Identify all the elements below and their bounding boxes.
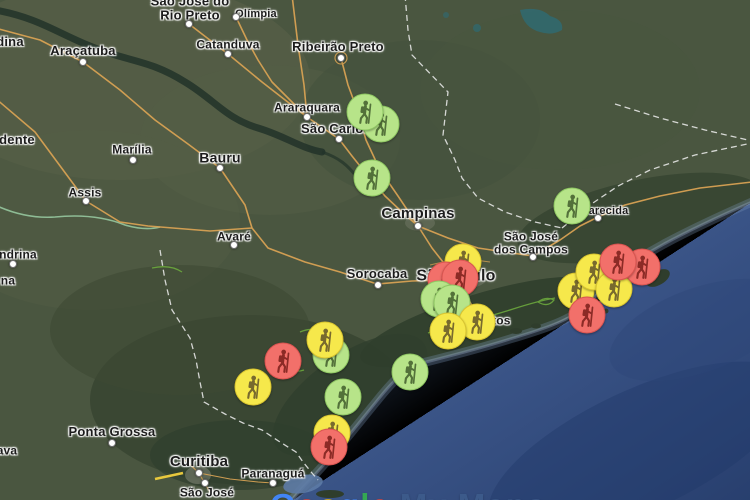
trail-marker-green[interactable]	[353, 159, 391, 197]
hiker-icon	[312, 327, 339, 354]
trail-marker-green[interactable]	[553, 187, 591, 225]
trail-marker-green[interactable]	[324, 378, 362, 416]
trail-marker-red[interactable]	[568, 296, 606, 334]
trail-marker-yellow[interactable]	[234, 368, 272, 406]
hiker-icon	[397, 359, 424, 386]
hiker-icon	[435, 318, 462, 345]
watermark-suffix-label: My Maps	[400, 487, 546, 500]
trail-marker-green[interactable]	[391, 353, 429, 391]
hiker-icon	[352, 99, 379, 126]
hiker-icon	[270, 348, 297, 375]
trail-marker-red[interactable]	[264, 342, 302, 380]
google-my-maps-watermark[interactable]: Google My Maps	[270, 487, 546, 500]
hiker-icon	[316, 434, 343, 461]
hiker-icon	[359, 165, 386, 192]
hiker-icon	[240, 374, 267, 401]
google-logo: Google	[270, 487, 390, 500]
hiker-icon	[605, 249, 632, 276]
trail-marker-yellow[interactable]	[306, 321, 344, 359]
trail-marker-red[interactable]	[599, 243, 637, 281]
trail-marker-green[interactable]	[346, 93, 384, 131]
hiker-icon	[464, 309, 491, 336]
hiker-icon	[559, 193, 586, 220]
trail-marker-yellow[interactable]	[429, 312, 467, 350]
hiker-icon	[330, 384, 357, 411]
hiker-icon	[574, 302, 601, 329]
trail-marker-red[interactable]	[310, 428, 348, 466]
